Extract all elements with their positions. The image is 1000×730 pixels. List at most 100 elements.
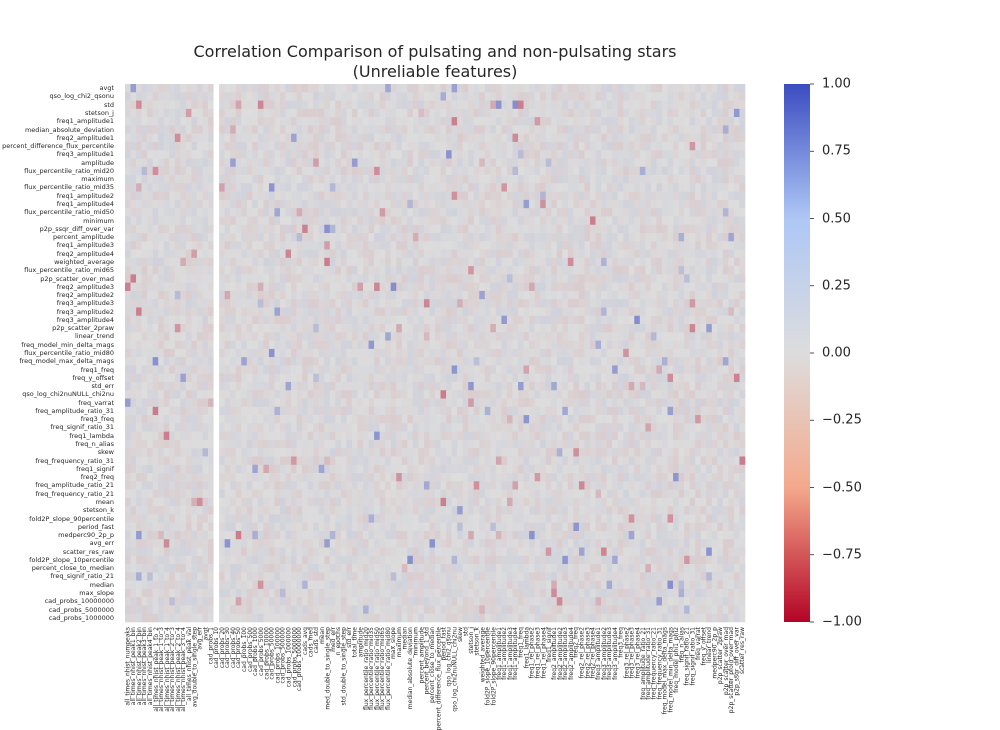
heatmap-cell: [324, 290, 331, 300]
heatmap-cell: [180, 365, 187, 374]
heatmap-cell: [451, 92, 458, 101]
heatmap-cell: [235, 141, 242, 151]
heatmap-cell: [667, 125, 674, 134]
heatmap-cell: [379, 266, 386, 275]
heatmap-cell: [418, 381, 425, 391]
heatmap-cell: [163, 340, 170, 350]
heatmap-cell: [639, 299, 646, 308]
heatmap-cell: [457, 282, 463, 292]
heatmap-cell: [534, 150, 541, 159]
heatmap-cell: [451, 133, 458, 143]
heatmap-cell: [241, 84, 248, 93]
heatmap-cell: [473, 398, 480, 408]
heatmap-cell: [196, 274, 203, 283]
heatmap-cell: [363, 224, 369, 234]
heatmap-cell: [590, 365, 596, 374]
heatmap-cell: [374, 415, 380, 424]
heatmap-cell: [335, 282, 342, 292]
heatmap-cell: [634, 406, 641, 416]
heatmap-cell: [340, 406, 347, 416]
heatmap-cell: [545, 249, 552, 259]
heatmap-cell: [617, 381, 624, 391]
heatmap-cell: [700, 348, 707, 358]
heatmap-cell: [418, 191, 425, 201]
heatmap-cell: [711, 232, 718, 242]
heatmap-cell: [523, 84, 530, 93]
heatmap-cell: [645, 340, 652, 350]
heatmap-cell: [257, 390, 264, 399]
heatmap-cell: [174, 290, 181, 300]
heatmap-cell: [540, 108, 547, 118]
heatmap-cell: [296, 282, 303, 292]
heatmap-cell: [357, 241, 364, 250]
heatmap-cell: [280, 249, 286, 259]
heatmap-cell: [385, 183, 392, 192]
heatmap-cell: [512, 175, 519, 184]
heatmap-cell: [678, 183, 685, 192]
heatmap-cell: [490, 150, 497, 159]
heatmap-cell: [495, 158, 502, 168]
heatmap-cell: [673, 282, 679, 292]
heatmap-cell: [296, 241, 303, 250]
heatmap-cell: [440, 423, 447, 432]
heatmap-cell: [335, 332, 342, 341]
heatmap-cell: [374, 199, 380, 209]
heatmap-cell: [230, 274, 237, 283]
heatmap-cell: [257, 150, 264, 159]
heatmap-cell: [717, 257, 724, 267]
heatmap-cell: [363, 183, 369, 192]
heatmap-cell: [584, 365, 591, 374]
heatmap-cell: [717, 133, 724, 143]
heatmap-cell: [451, 332, 458, 341]
heatmap-cell: [678, 216, 685, 226]
heatmap-cell: [545, 257, 552, 267]
heatmap-cell: [324, 274, 331, 283]
heatmap-cell: [435, 431, 441, 441]
heatmap-cell: [213, 390, 220, 399]
heatmap-cell: [418, 257, 425, 267]
heatmap-cell: [208, 141, 214, 151]
heatmap-cell: [728, 216, 735, 226]
heatmap-cell: [457, 365, 463, 374]
heatmap-cell: [368, 257, 375, 267]
heatmap-cell: [495, 373, 502, 383]
heatmap-cell: [418, 299, 425, 308]
heatmap-cell: [152, 208, 159, 217]
heatmap-cell: [252, 282, 259, 292]
heatmap-cell: [412, 183, 419, 192]
heatmap-cell: [202, 332, 209, 341]
heatmap-cell: [313, 431, 320, 441]
heatmap-cell: [728, 199, 735, 209]
heatmap-cell: [617, 117, 624, 126]
heatmap-cell: [479, 348, 486, 358]
heatmap-cell: [457, 290, 463, 300]
heatmap-cell: [595, 266, 602, 275]
heatmap-cell: [567, 199, 574, 209]
heatmap-cell: [351, 348, 358, 358]
heatmap-cell: [185, 232, 192, 242]
heatmap-cell: [401, 274, 408, 283]
heatmap-cell: [689, 158, 696, 168]
heatmap-cell: [401, 307, 408, 317]
heatmap-cell: [390, 92, 397, 101]
heatmap-cell: [623, 92, 630, 101]
heatmap-cell: [379, 398, 386, 408]
heatmap-cell: [335, 158, 342, 168]
heatmap-cell: [224, 290, 231, 300]
heatmap-cell: [174, 257, 181, 267]
heatmap-cell: [335, 357, 342, 366]
heatmap-cell: [324, 100, 331, 110]
heatmap-cell: [650, 199, 657, 209]
heatmap-cell: [357, 266, 364, 275]
heatmap-cell: [329, 232, 336, 242]
heatmap-cell: [396, 166, 403, 176]
heatmap-cell: [601, 274, 607, 283]
heatmap-cell: [136, 108, 142, 118]
heatmap-cell: [268, 448, 275, 457]
heatmap-cell: [208, 266, 214, 275]
heatmap-cell: [418, 448, 425, 457]
chart-title-line1: Correlation Comparison of pulsating and …: [193, 42, 677, 61]
heatmap-cell: [152, 117, 159, 126]
heatmap-cell: [230, 332, 237, 341]
heatmap-cell: [185, 100, 192, 110]
